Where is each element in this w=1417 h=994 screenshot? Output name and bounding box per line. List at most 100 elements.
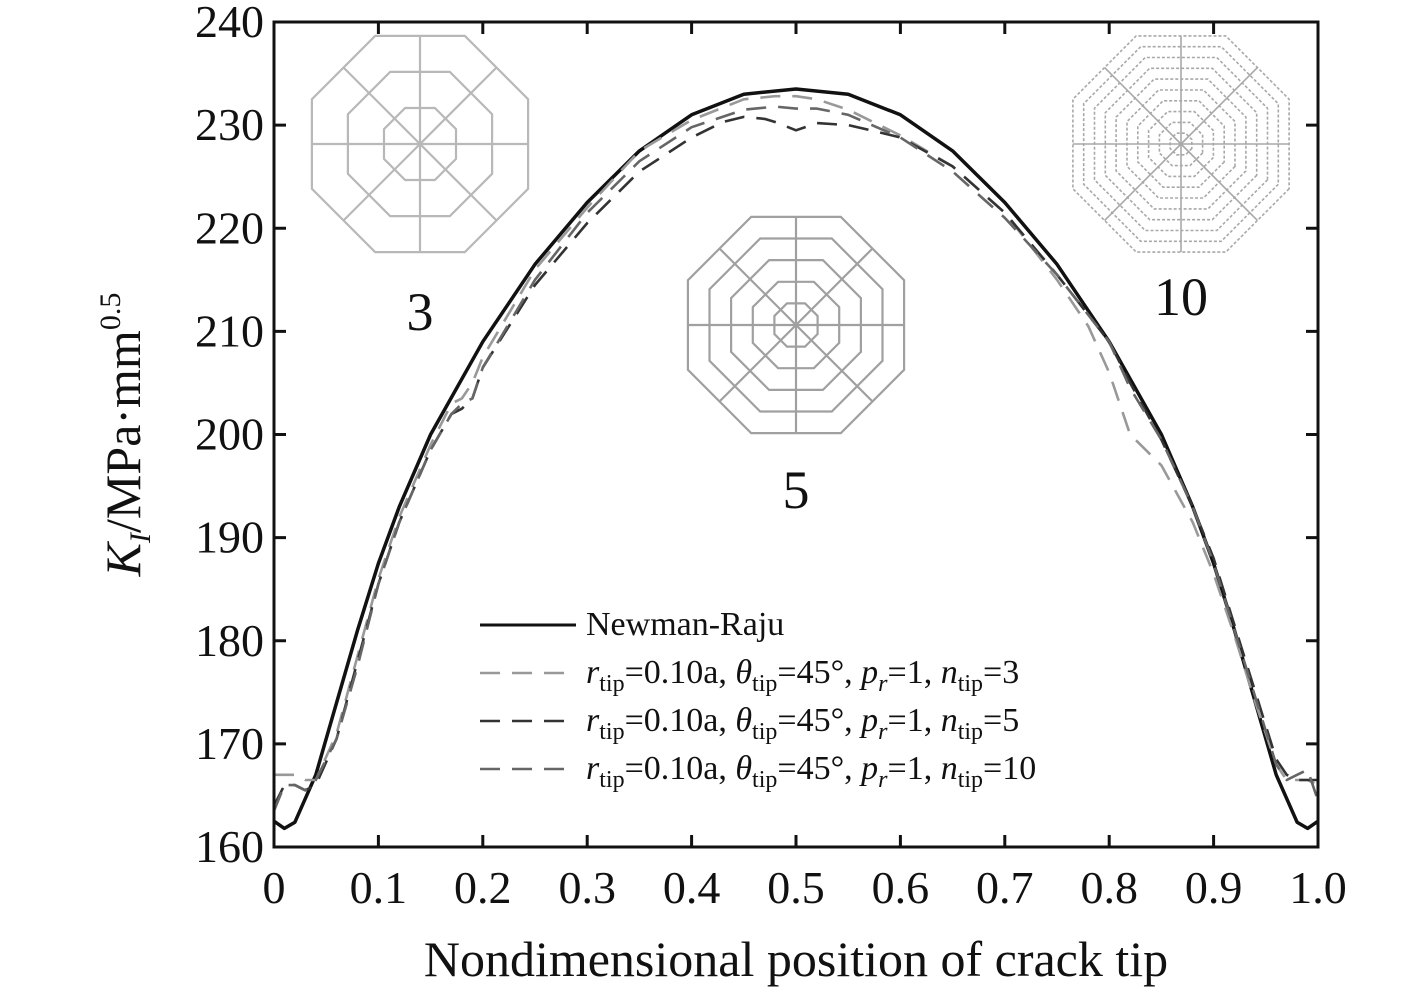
legend-text-part: tip bbox=[752, 671, 777, 697]
legend-text-part: =45°, bbox=[777, 654, 861, 691]
x-tick-label: 0.3 bbox=[558, 862, 616, 913]
mesh-inset-5: 5 bbox=[686, 215, 906, 520]
legend-text-part: r bbox=[586, 750, 600, 787]
mesh-spoke bbox=[419, 143, 498, 222]
mesh-spoke bbox=[419, 66, 498, 145]
mesh-ring bbox=[708, 237, 884, 413]
mesh-ring bbox=[729, 259, 863, 391]
x-tick-label: 0.6 bbox=[872, 862, 930, 913]
legend-text-part: =10 bbox=[983, 750, 1036, 787]
legend-text-part: Newman-Raju bbox=[586, 606, 784, 643]
mesh-inset-label: 5 bbox=[783, 460, 810, 520]
y-tick-label: 220 bbox=[195, 202, 264, 253]
mesh-inset-label: 3 bbox=[407, 282, 434, 342]
legend-text-part: tip bbox=[958, 671, 983, 697]
mesh-ring bbox=[751, 280, 841, 370]
legend-text-part: p bbox=[859, 750, 878, 787]
series-line-ntip-5 bbox=[272, 115, 1318, 807]
x-tick-label: 0 bbox=[263, 862, 286, 913]
x-tick-label: 0.7 bbox=[976, 862, 1034, 913]
y-tick-label: 190 bbox=[195, 512, 264, 563]
legend-text-part: θ bbox=[735, 702, 752, 739]
mesh-ring bbox=[1147, 110, 1215, 178]
series-group bbox=[272, 87, 1320, 831]
mesh-ring bbox=[382, 106, 458, 182]
mesh-spoke bbox=[718, 324, 797, 403]
mesh-insets: 3 5 10 bbox=[310, 34, 1290, 520]
y-tick-label: 160 bbox=[195, 821, 264, 872]
mesh-ring bbox=[346, 70, 494, 218]
mesh-inset-label: 10 bbox=[1154, 267, 1208, 327]
legend-text-part: tip bbox=[599, 767, 624, 793]
x-tick-label: 1.0 bbox=[1289, 862, 1347, 913]
mesh-spoke bbox=[1180, 143, 1258, 221]
mesh-ring bbox=[1093, 56, 1269, 232]
x-tick-label: 0.1 bbox=[350, 862, 408, 913]
y-axis-label-unit: /MPa·mm bbox=[95, 330, 151, 533]
legend-text-part: n bbox=[941, 750, 958, 787]
mesh-spoke bbox=[1180, 67, 1258, 145]
legend-entry: rtip=0.10a, θtip=45°, pr=1, ntip=10 bbox=[586, 750, 1036, 793]
y-tick-label: 200 bbox=[195, 409, 264, 460]
legend-text-part: =1, bbox=[888, 702, 941, 739]
legend-text-part: n bbox=[941, 702, 958, 739]
y-tick-label: 180 bbox=[195, 615, 264, 666]
legend-text-part: =0.10a, bbox=[625, 750, 736, 787]
mesh-spoke bbox=[1104, 143, 1182, 221]
x-axis-ticks: 0 0.1 0.2 0.3 0.4 0.5 0.6 0.7 0.8 0.9 1.0 bbox=[263, 22, 1347, 913]
legend-text-part: =45°, bbox=[777, 702, 861, 739]
legend-text-part: θ bbox=[735, 654, 752, 691]
mesh-ring bbox=[686, 215, 906, 435]
mesh-spoke bbox=[342, 66, 421, 145]
legend-text-part: θ bbox=[735, 750, 752, 787]
y-tick-label: 170 bbox=[195, 718, 264, 769]
y-tick-label: 240 bbox=[195, 0, 264, 47]
y-tick-label: 230 bbox=[195, 99, 264, 150]
legend-text-part: tip bbox=[958, 719, 983, 745]
legend-text-part: tip bbox=[599, 671, 624, 697]
legend-text-part: n bbox=[941, 654, 958, 691]
mesh-inset-10: 10 bbox=[1072, 35, 1290, 327]
mesh-ring bbox=[1115, 78, 1247, 210]
legend-entry: rtip=0.10a, θtip=45°, pr=1, ntip=3 bbox=[586, 654, 1019, 697]
legend-text-part: tip bbox=[599, 719, 624, 745]
mesh-ring bbox=[1082, 45, 1280, 243]
series-line-ntip-10 bbox=[272, 105, 1320, 812]
legend-text-part: =5 bbox=[983, 702, 1019, 739]
legend-text-part: =1, bbox=[888, 654, 941, 691]
mesh-ring bbox=[1158, 121, 1204, 167]
mesh-ring bbox=[1104, 67, 1258, 221]
y-axis-ticks: 160 170 180 190 200 210 220 230 240 bbox=[195, 0, 1318, 872]
mesh-spoke bbox=[795, 247, 874, 326]
legend-text-part: =0.10a, bbox=[625, 654, 736, 691]
mesh-ring bbox=[773, 302, 819, 348]
mesh-ring bbox=[1169, 132, 1193, 156]
legend-text-part: r bbox=[586, 654, 600, 691]
legend-text-part: p bbox=[859, 654, 878, 691]
mesh-inset-3: 3 bbox=[310, 34, 530, 342]
x-tick-label: 0.4 bbox=[663, 862, 721, 913]
legend-text-part: tip bbox=[752, 719, 777, 745]
mesh-ring bbox=[310, 34, 530, 254]
mesh-spoke bbox=[1104, 67, 1182, 145]
x-tick-label: 0.5 bbox=[767, 862, 825, 913]
legend-text-part: p bbox=[859, 702, 878, 739]
y-axis-label-superscript: 0.5 bbox=[94, 293, 127, 331]
legend-text-part: tip bbox=[752, 767, 777, 793]
x-axis-label: Nondimensional position of crack tip bbox=[424, 931, 1168, 987]
legend-text-part: r bbox=[878, 719, 888, 745]
mesh-spoke bbox=[342, 143, 421, 222]
legend-text-part: =45°, bbox=[777, 750, 861, 787]
legend-text-part: tip bbox=[958, 767, 983, 793]
y-axis-label-symbol: K bbox=[95, 540, 151, 577]
x-tick-label: 0.9 bbox=[1185, 862, 1243, 913]
mesh-ring bbox=[1072, 35, 1290, 253]
legend-entry: rtip=0.10a, θtip=45°, pr=1, ntip=5 bbox=[586, 702, 1019, 745]
legend-text-part: =3 bbox=[983, 654, 1019, 691]
legend-text-part: =1, bbox=[888, 750, 941, 787]
legend-text-part: =0.10a, bbox=[625, 702, 736, 739]
legend-text-part: r bbox=[586, 702, 600, 739]
mesh-ring bbox=[1137, 100, 1225, 188]
